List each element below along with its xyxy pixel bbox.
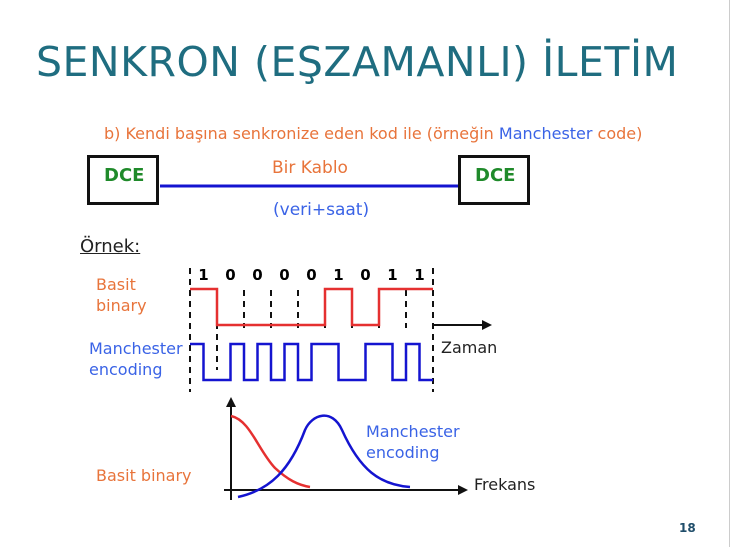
spectrum-manchester-line1: Manchester	[366, 422, 460, 441]
dce-left-label: DCE	[104, 165, 145, 186]
time-axis-label: Zaman	[441, 338, 498, 357]
bit-label: 1	[414, 266, 424, 284]
spectrum-x-arrow-icon	[458, 485, 468, 495]
bit-label: 1	[387, 266, 397, 284]
bit-label: 0	[306, 266, 316, 284]
basic-binary-label-line2: binary	[96, 296, 147, 315]
subtitle-highlight: Manchester	[498, 124, 593, 143]
spectrum-manchester-label: Manchester encoding	[366, 421, 460, 463]
cable-label: Bir Kablo	[272, 158, 348, 178]
bit-label: 0	[225, 266, 235, 284]
dce-right-label: DCE	[475, 165, 516, 186]
manchester-label: Manchester encoding	[89, 338, 183, 380]
subtitle: b) Kendi başına senkronize eden kod ile …	[104, 124, 642, 143]
bit-label: 0	[252, 266, 262, 284]
example-label: Örnek:	[80, 236, 141, 257]
bit-label: 1	[333, 266, 343, 284]
basic-binary-spectrum-curve	[230, 414, 311, 489]
spectrum-basic-label: Basit binary	[96, 466, 192, 485]
manchester-spectrum-curve	[237, 414, 411, 499]
dce-right-box: DCE	[458, 155, 530, 205]
bit-label: 0	[360, 266, 370, 284]
bit-label: 0	[279, 266, 289, 284]
freq-axis-label: Frekans	[474, 475, 536, 494]
basic-binary-label: Basit binary	[96, 274, 147, 316]
basic-binary-label-line1: Basit	[96, 275, 136, 294]
slide-title: SENKRON (EŞZAMANLI) İLETİM	[36, 38, 679, 86]
subtitle-prefix: b) Kendi başına senkronize eden kod ile …	[104, 124, 499, 143]
spectrum-y-arrow-icon	[226, 397, 236, 407]
cable-sublabel: (veri+saat)	[273, 200, 370, 220]
subtitle-suffix: code)	[592, 124, 643, 143]
manchester-signal	[190, 342, 433, 382]
basic-binary-signal	[190, 287, 433, 327]
time-axis-arrow-icon	[482, 320, 492, 330]
page-number: 18	[679, 521, 696, 535]
manchester-label-line1: Manchester	[89, 339, 183, 358]
bit-label: 1	[198, 266, 208, 284]
manchester-label-line2: encoding	[89, 360, 163, 379]
dce-left-box: DCE	[87, 155, 159, 205]
spectrum-manchester-line2: encoding	[366, 443, 440, 462]
